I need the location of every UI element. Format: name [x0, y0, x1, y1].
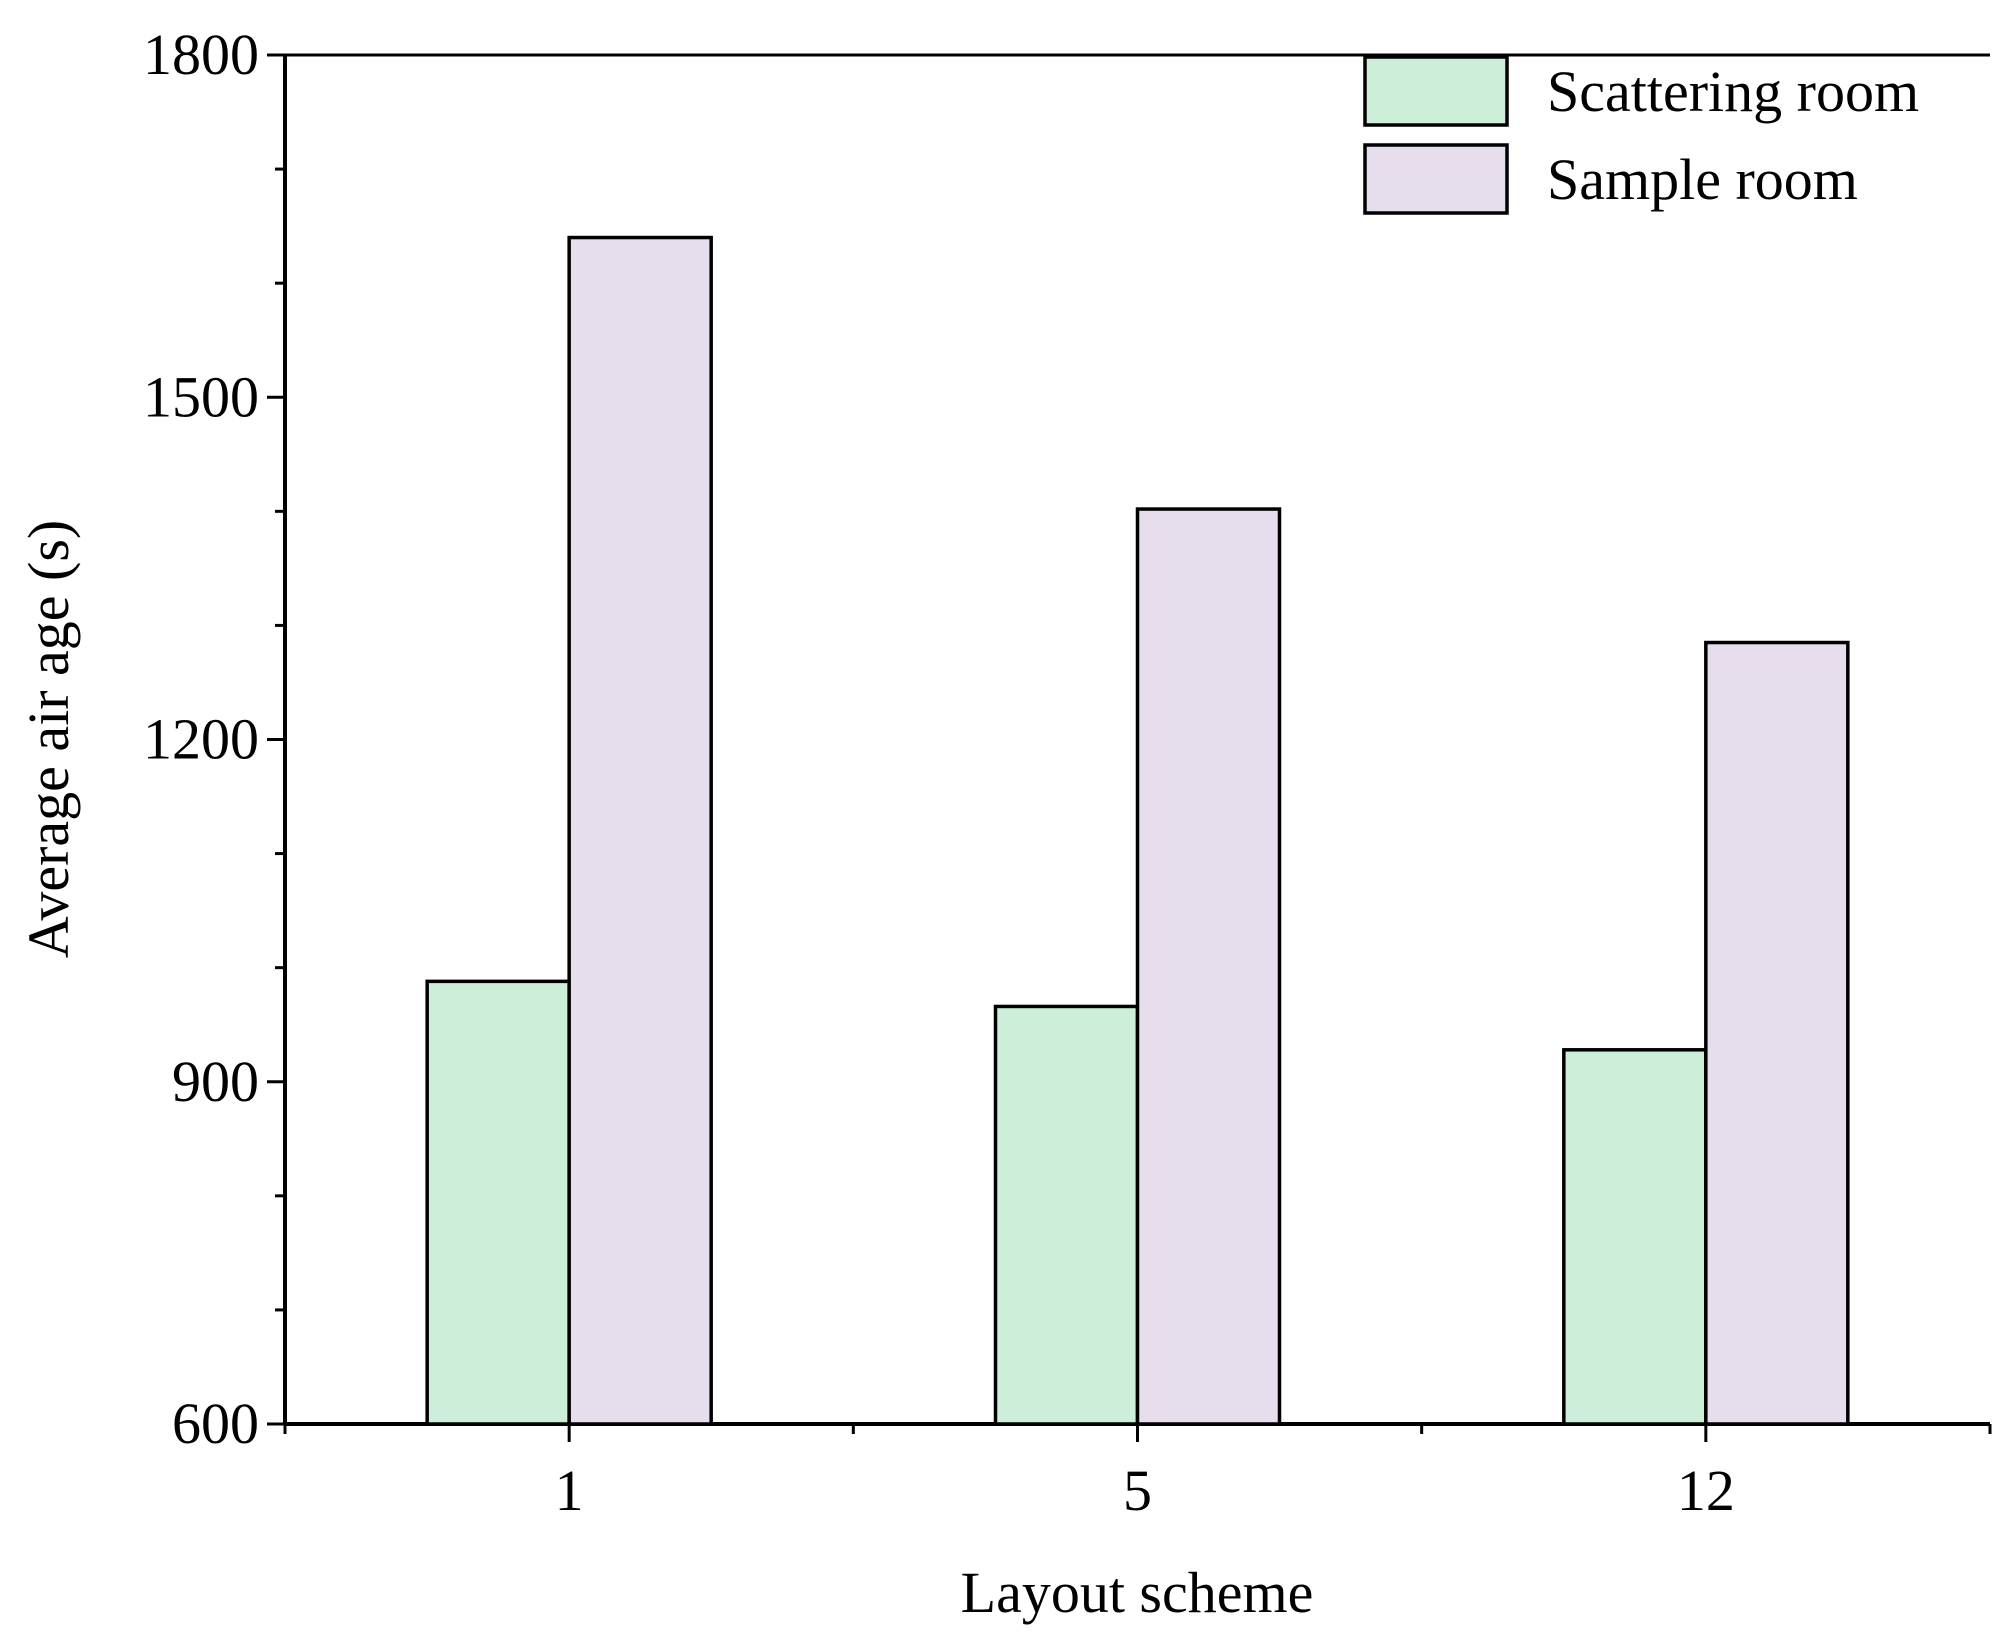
legend-swatch-scattering-room: [1363, 55, 1509, 127]
bar-scattering-room-5: [993, 1004, 1140, 1426]
legend-label-sample-room: Sample room: [1547, 147, 1858, 212]
bar-sample-room-1: [567, 235, 713, 1426]
y-tick-label: 1500: [143, 364, 259, 429]
y-tick-label: 900: [172, 1049, 259, 1114]
bars-group: [425, 235, 1850, 1426]
y-tick-label: 600: [172, 1391, 259, 1456]
x-tick-label: 5: [1123, 1458, 1152, 1523]
x-tick-label: 12: [1677, 1458, 1735, 1523]
x-axis: 1 5 12: [283, 1424, 1992, 1523]
y-axis: 600 900 1200 1500 1800: [143, 22, 285, 1456]
bar-sample-room-12: [1704, 640, 1850, 1426]
legend-label-scattering-room: Scattering room: [1547, 59, 1919, 124]
legend: Scattering room Sample room: [1363, 55, 1919, 215]
y-axis-label: Average air age (s): [16, 520, 81, 958]
x-tick-label: 1: [555, 1458, 584, 1523]
y-tick-label: 1200: [143, 707, 259, 772]
bar-sample-room-5: [1135, 507, 1282, 1426]
bar-scattering-room-12: [1562, 1048, 1708, 1426]
legend-swatch-sample-room: [1363, 143, 1509, 215]
bar-scattering-room-1: [425, 979, 571, 1426]
x-axis-label: Layout scheme: [961, 1560, 1314, 1625]
y-tick-label: 1800: [143, 22, 259, 87]
